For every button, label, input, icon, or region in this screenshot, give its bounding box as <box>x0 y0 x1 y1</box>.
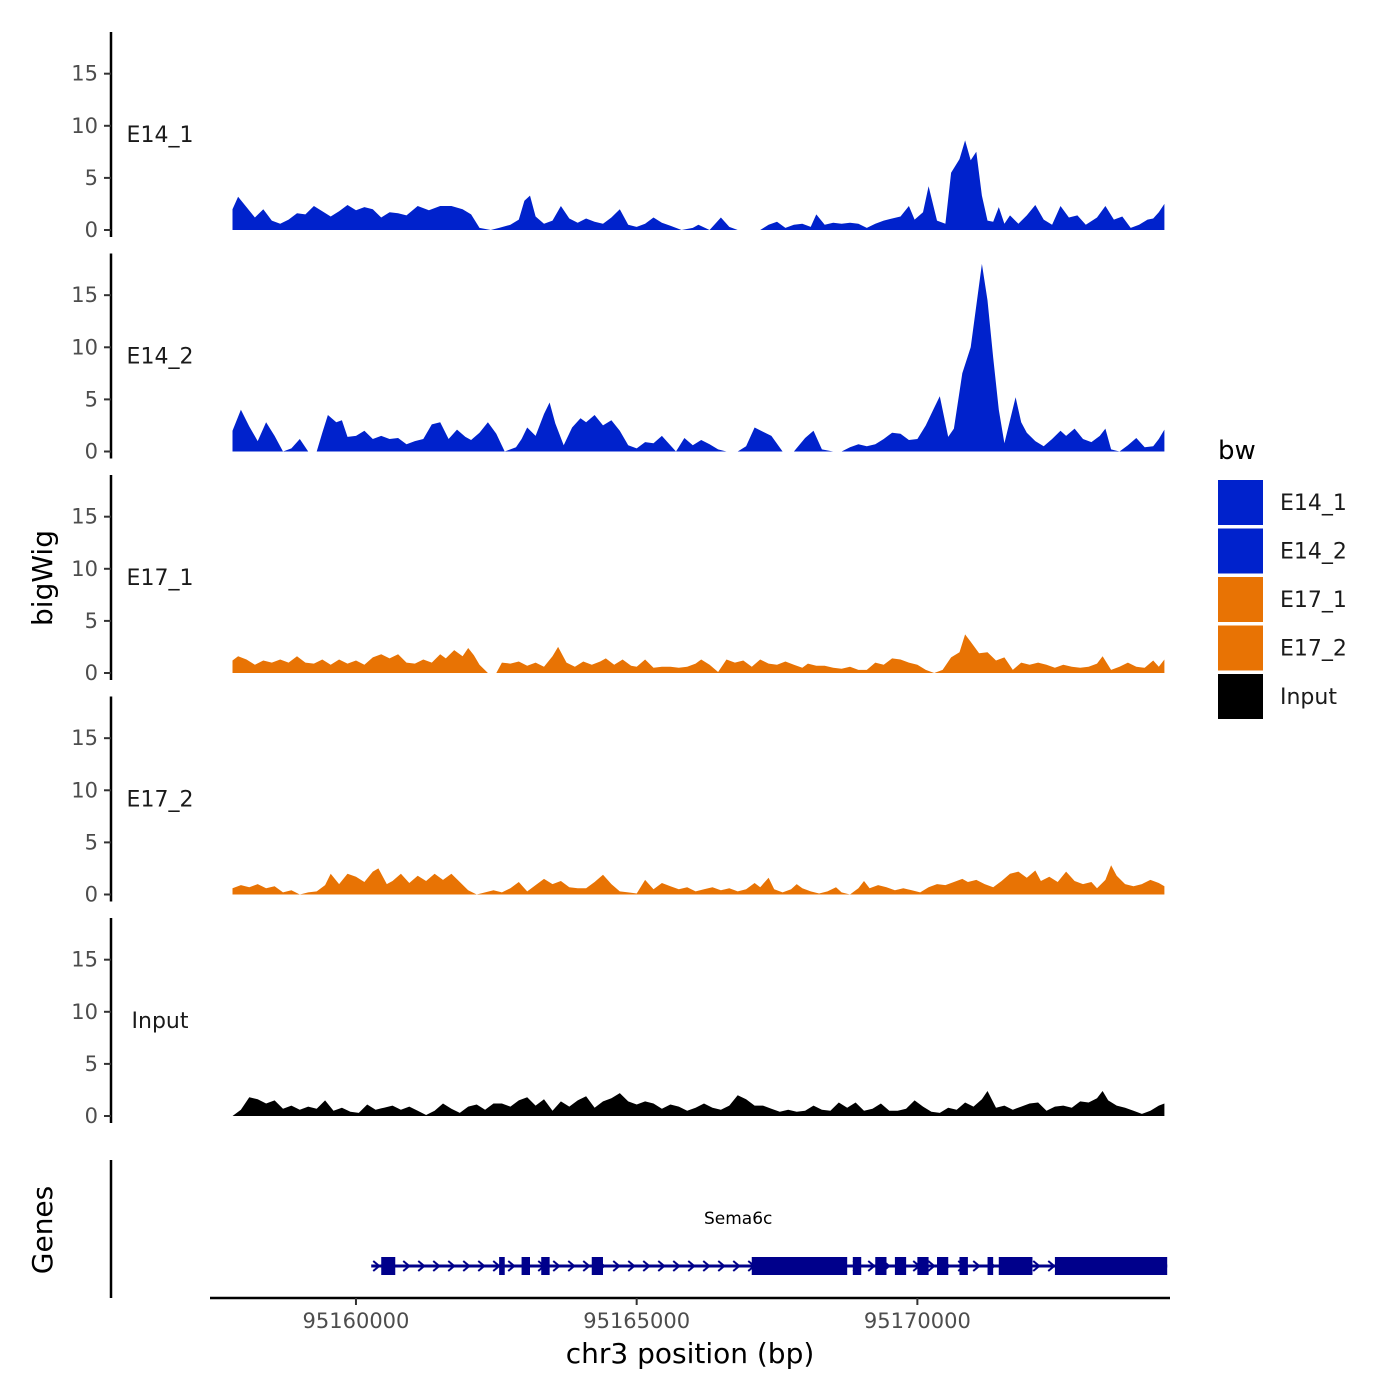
gene-exon <box>521 1257 530 1275</box>
gene-exon <box>499 1257 505 1275</box>
x-tick-label: 95170000 <box>864 1309 971 1333</box>
strand-arrow <box>687 1260 696 1272</box>
track-label: Input <box>132 1009 189 1034</box>
legend-title: bw <box>1218 436 1256 466</box>
strand-arrow <box>1047 1260 1056 1272</box>
strand-arrow <box>462 1260 471 1272</box>
gene-exon <box>875 1257 887 1275</box>
y-tick-label: 0 <box>85 883 98 907</box>
gene-exon <box>541 1257 550 1275</box>
y-tick-label: 15 <box>71 283 98 307</box>
strand-arrow <box>627 1260 636 1272</box>
y-tick-label: 0 <box>85 440 98 464</box>
legend-label: Input <box>1280 685 1337 710</box>
strand-arrow <box>867 1260 876 1272</box>
coverage-area-input <box>232 1091 1165 1116</box>
x-axis: 95160000 95165000 95170000 <box>210 1296 1170 1333</box>
gene-exon <box>959 1257 968 1275</box>
track-label: E17_2 <box>127 788 194 813</box>
y-tick-label: 15 <box>71 62 98 86</box>
legend-label: E14_2 <box>1280 540 1347 565</box>
y-tick-label: 5 <box>85 609 98 633</box>
legend-key-input <box>1218 674 1263 719</box>
gene-exon <box>894 1257 907 1275</box>
strand-arrow <box>612 1260 621 1272</box>
genes-axis-title: Genes <box>26 1186 59 1274</box>
x-tick-label: 95165000 <box>583 1309 690 1333</box>
y-tick-label: 10 <box>71 335 98 359</box>
gene-exon <box>1054 1257 1168 1275</box>
gene-annotation-panel: Sema6c <box>109 1160 1168 1298</box>
gene-exon <box>998 1257 1033 1275</box>
strand-arrow <box>432 1260 441 1272</box>
strand-arrow <box>417 1260 426 1272</box>
legend: bw E14_1 E14_2 E17_1 E17_2 Input <box>1218 436 1347 719</box>
gene-exon <box>751 1257 848 1275</box>
legend-key-e17_1 <box>1218 577 1263 622</box>
panel-e14_1: 0 5 10 15 E14_1 <box>71 32 1165 242</box>
y-tick-label: 15 <box>71 726 98 750</box>
strand-arrow <box>582 1260 591 1272</box>
track-label: E14_2 <box>127 345 194 370</box>
panel-input: 0 5 10 15 Input <box>71 918 1165 1128</box>
strand-arrow <box>402 1260 411 1272</box>
coverage-area-e14_2 <box>232 263 1165 452</box>
y-tick-label: 0 <box>85 661 98 685</box>
strand-arrow <box>1032 1260 1041 1272</box>
x-axis-title: chr3 position (bp) <box>566 1337 815 1370</box>
gene-exon <box>987 1257 994 1275</box>
x-tick-label: 95160000 <box>303 1309 410 1333</box>
strand-arrow <box>927 1260 936 1272</box>
legend-label: E14_1 <box>1280 491 1347 516</box>
y-tick-label: 5 <box>85 387 98 411</box>
y-tick-label: 10 <box>71 778 98 802</box>
panel-e17_1: 0 5 10 15 E17_1 <box>71 475 1165 685</box>
strand-arrow <box>507 1260 516 1272</box>
strand-arrow <box>717 1260 726 1272</box>
strand-arrow <box>372 1260 381 1272</box>
strand-arrow <box>732 1260 741 1272</box>
legend-label: E17_2 <box>1280 637 1347 662</box>
strand-arrow <box>567 1260 576 1272</box>
panel-e17_2: 0 5 10 15 E17_2 <box>71 696 1165 907</box>
gene-exon <box>852 1257 862 1275</box>
gene-exon <box>937 1257 949 1275</box>
legend-key-e14_1 <box>1218 480 1263 525</box>
legend-key-e17_2 <box>1218 625 1263 671</box>
y-tick-label: 10 <box>71 557 98 581</box>
panel-e14_2: 0 5 10 15 E14_2 <box>71 253 1165 464</box>
strand-arrow <box>642 1260 651 1272</box>
strand-arrow <box>552 1260 561 1272</box>
strand-arrow <box>477 1260 486 1272</box>
gene-exon <box>917 1257 929 1275</box>
y-tick-label: 10 <box>71 1000 98 1024</box>
track-label: E17_1 <box>127 566 194 591</box>
y-tick-label: 15 <box>71 505 98 529</box>
y-tick-label: 10 <box>71 114 98 138</box>
y-tick-label: 0 <box>85 1104 98 1128</box>
gene-exon <box>381 1257 396 1275</box>
y-tick-label: 5 <box>85 830 98 854</box>
y-tick-label: 0 <box>85 218 98 242</box>
gene-name-label: Sema6c <box>704 1209 772 1229</box>
strand-arrow <box>672 1260 681 1272</box>
coverage-area-e17_1 <box>232 634 1165 673</box>
legend-label: E17_1 <box>1280 588 1347 613</box>
legend-key-e14_2 <box>1218 528 1263 574</box>
y-tick-label: 15 <box>71 948 98 972</box>
y-tick-label: 5 <box>85 166 98 190</box>
track-label: E14_1 <box>127 123 194 148</box>
strand-arrow <box>972 1260 981 1272</box>
coverage-panels: 0 5 10 15 E14_1 0 5 10 15 E14_2 0 5 10 15 E17_1 0 5 10 15 E… <box>71 32 1165 1128</box>
y-axis-title: bigWig <box>26 530 59 626</box>
gene-exon <box>591 1257 603 1275</box>
strand-arrow <box>657 1260 666 1272</box>
coverage-area-e14_1 <box>232 140 1165 230</box>
y-tick-label: 5 <box>85 1052 98 1076</box>
strand-arrow <box>447 1260 456 1272</box>
strand-arrow <box>702 1260 711 1272</box>
coverage-area-e17_2 <box>232 865 1165 895</box>
